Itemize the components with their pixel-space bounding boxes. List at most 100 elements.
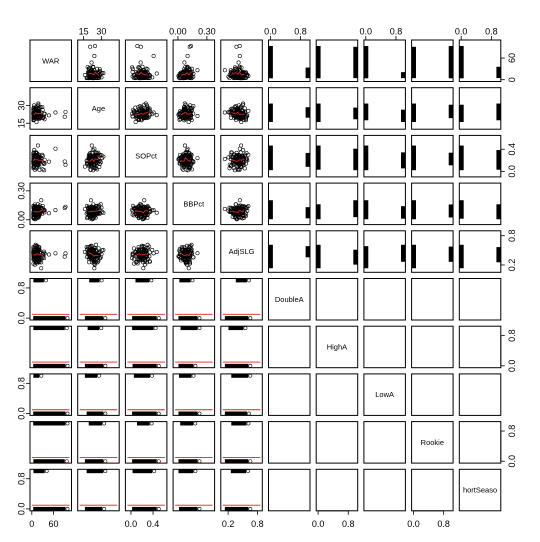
data-point	[363, 145, 369, 171]
panel-LowA-vs-LowA: LowA	[363, 373, 406, 416]
panel-ShortSeason-vs-SOPct	[124, 468, 168, 512]
panel-frame	[315, 39, 359, 82]
data-point	[88, 256, 93, 261]
tick-label: 15	[79, 26, 89, 36]
data-point	[132, 316, 157, 320]
smoother-line	[231, 209, 245, 214]
panel-Rookie-vs-Rookie: Rookie	[411, 421, 454, 464]
data-point	[178, 363, 194, 368]
data-point	[95, 257, 100, 262]
data-point	[44, 469, 49, 474]
data-point	[39, 198, 44, 203]
tick-label: 0.0	[125, 519, 138, 529]
data-point	[401, 72, 406, 79]
data-point	[244, 114, 249, 119]
panel-frame	[29, 373, 72, 416]
panel-Age-vs-ShortSeason	[458, 87, 502, 130]
data-point	[89, 150, 94, 155]
panel-AdjSLG-vs-DoubleA	[268, 230, 311, 273]
data-point	[238, 111, 243, 116]
panel-Rookie-vs-LowA	[363, 421, 406, 464]
data-point	[239, 119, 244, 124]
data-point	[40, 167, 45, 172]
data-point	[233, 154, 238, 159]
data-point	[31, 246, 36, 251]
data-point	[186, 154, 191, 159]
smoother-line	[135, 71, 149, 76]
data-point	[97, 162, 102, 167]
data-point	[178, 76, 183, 81]
data-point	[133, 105, 138, 110]
data-point	[95, 158, 100, 163]
data-point	[42, 251, 47, 256]
points	[32, 421, 70, 464]
panel-frame	[29, 421, 72, 464]
data-point	[97, 67, 102, 72]
points	[82, 198, 106, 222]
data-point	[88, 161, 93, 166]
panel-frame	[268, 87, 311, 130]
axis-tick-top: 0.00	[169, 26, 187, 40]
data-point	[187, 44, 192, 49]
points	[459, 45, 501, 79]
data-point	[305, 67, 310, 79]
panel-frame	[363, 373, 406, 416]
panel-DoubleA-vs-AdjSLG	[220, 278, 263, 321]
tick-label: 0.2	[222, 519, 235, 529]
data-point	[186, 266, 191, 271]
panel-frame	[124, 421, 168, 464]
data-point	[91, 154, 96, 159]
points	[411, 200, 454, 220]
data-point	[37, 114, 42, 119]
points	[175, 278, 213, 320]
axis-tick-top: 0.8	[485, 26, 498, 40]
data-point	[185, 243, 190, 248]
panel-frame	[458, 468, 502, 512]
data-point	[187, 159, 192, 164]
data-point	[31, 212, 36, 217]
data-point	[232, 214, 237, 219]
panel-frame	[268, 325, 311, 369]
data-point	[193, 363, 198, 368]
variable-label-BBPct: BBPct	[183, 199, 205, 208]
data-point	[241, 101, 246, 106]
data-point	[103, 316, 108, 320]
points	[31, 143, 68, 173]
data-point	[238, 76, 243, 81]
smoother-line	[180, 111, 192, 116]
points	[363, 45, 406, 79]
smoother-line	[88, 210, 99, 213]
data-point	[97, 250, 102, 255]
data-point	[33, 411, 66, 416]
data-point	[178, 250, 183, 255]
data-point	[130, 203, 135, 208]
axis-tick-bottom: 0	[29, 510, 34, 529]
data-point	[41, 160, 46, 165]
data-point	[241, 148, 246, 153]
panel-frame	[363, 182, 406, 226]
points	[82, 242, 106, 271]
panel-frame	[458, 421, 502, 464]
data-point	[33, 278, 44, 283]
data-point	[268, 103, 273, 122]
smoother-line	[33, 158, 44, 162]
tick-label: 0.0	[407, 519, 420, 529]
data-point	[89, 278, 100, 283]
points	[176, 143, 200, 173]
smoother-line	[180, 71, 192, 76]
data-point	[91, 248, 96, 253]
smoother-line	[180, 156, 191, 163]
axis-tick-top: 0.0	[455, 26, 467, 40]
panel-frame	[315, 230, 359, 273]
data-point	[179, 373, 192, 378]
panel-ShortSeason-vs-Age	[77, 468, 120, 512]
tick-label: 0.0	[16, 312, 26, 325]
data-point	[131, 213, 136, 218]
data-point	[134, 259, 139, 264]
points	[222, 101, 251, 124]
data-point	[191, 104, 196, 109]
tick-label: 0.8	[342, 519, 355, 529]
panel-WAR-vs-DoubleA	[268, 39, 311, 82]
data-point	[40, 152, 45, 157]
panel-AdjSLG-vs-Age	[77, 230, 120, 273]
